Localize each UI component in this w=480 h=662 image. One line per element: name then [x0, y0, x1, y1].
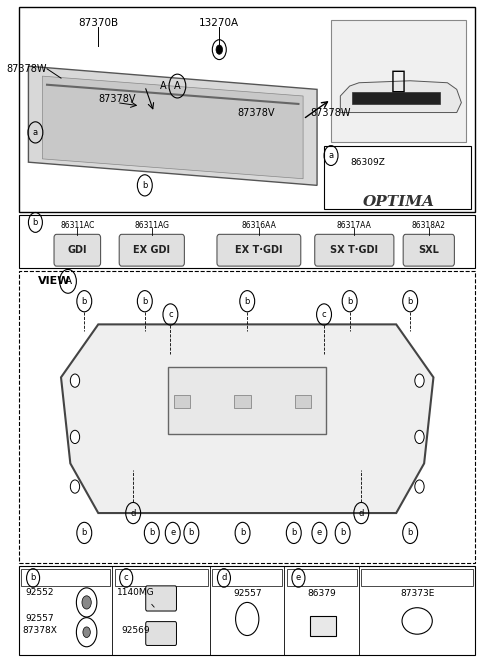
- Text: e: e: [296, 573, 301, 583]
- FancyBboxPatch shape: [168, 367, 326, 434]
- Circle shape: [71, 374, 80, 387]
- Text: 🚗: 🚗: [391, 69, 406, 93]
- Text: c: c: [322, 310, 326, 319]
- Text: 86317AA: 86317AA: [337, 220, 372, 230]
- Text: 87378X: 87378X: [23, 626, 58, 635]
- Circle shape: [83, 627, 90, 638]
- Text: SX T·GDI: SX T·GDI: [330, 245, 378, 256]
- FancyBboxPatch shape: [19, 7, 475, 212]
- FancyBboxPatch shape: [361, 569, 473, 586]
- Text: 92557: 92557: [233, 589, 262, 598]
- Text: A: A: [174, 81, 180, 91]
- Text: 86311AC: 86311AC: [60, 220, 95, 230]
- Polygon shape: [42, 76, 303, 179]
- FancyBboxPatch shape: [295, 395, 312, 408]
- Circle shape: [71, 430, 80, 444]
- Text: b: b: [33, 218, 38, 227]
- Text: 87378W: 87378W: [7, 64, 47, 74]
- FancyBboxPatch shape: [324, 146, 471, 209]
- Text: b: b: [244, 297, 250, 306]
- Polygon shape: [340, 81, 461, 113]
- Text: b: b: [82, 528, 87, 538]
- Text: a: a: [33, 128, 38, 137]
- Text: OPTIMA: OPTIMA: [362, 195, 434, 209]
- Circle shape: [415, 480, 424, 493]
- FancyBboxPatch shape: [19, 271, 475, 563]
- FancyBboxPatch shape: [217, 234, 301, 266]
- Text: b: b: [30, 573, 36, 583]
- Text: b: b: [82, 297, 87, 306]
- Text: A: A: [160, 81, 167, 91]
- FancyBboxPatch shape: [315, 234, 394, 266]
- Text: d: d: [359, 508, 364, 518]
- Text: b: b: [408, 297, 413, 306]
- FancyBboxPatch shape: [19, 215, 475, 268]
- Text: a: a: [328, 151, 334, 160]
- Text: 87378V: 87378V: [98, 94, 136, 105]
- Text: b: b: [408, 528, 413, 538]
- FancyBboxPatch shape: [146, 622, 177, 645]
- Text: EX GDI: EX GDI: [133, 245, 170, 256]
- FancyBboxPatch shape: [310, 616, 336, 636]
- Text: b: b: [240, 528, 245, 538]
- Text: 92569: 92569: [121, 626, 150, 635]
- Circle shape: [82, 596, 91, 609]
- Text: 87378W: 87378W: [310, 107, 350, 118]
- Text: 87373E: 87373E: [400, 589, 434, 598]
- Text: b: b: [149, 528, 155, 538]
- FancyBboxPatch shape: [119, 234, 184, 266]
- Text: e: e: [317, 528, 322, 538]
- Text: b: b: [291, 528, 297, 538]
- FancyBboxPatch shape: [146, 586, 177, 611]
- Circle shape: [216, 45, 223, 54]
- FancyBboxPatch shape: [331, 20, 466, 142]
- Text: b: b: [340, 528, 345, 538]
- Text: 87378V: 87378V: [238, 107, 276, 118]
- Polygon shape: [61, 324, 433, 513]
- FancyBboxPatch shape: [352, 92, 441, 104]
- Text: 86379: 86379: [307, 589, 336, 598]
- Text: 86318A2: 86318A2: [412, 220, 446, 230]
- Text: b: b: [189, 528, 194, 538]
- Text: 92552: 92552: [26, 588, 54, 597]
- Text: 86316AA: 86316AA: [241, 220, 276, 230]
- FancyBboxPatch shape: [287, 569, 357, 586]
- Text: A: A: [64, 276, 72, 287]
- Text: 1140MG: 1140MG: [117, 588, 154, 597]
- Circle shape: [415, 430, 424, 444]
- Text: 13270A: 13270A: [199, 17, 240, 28]
- FancyBboxPatch shape: [22, 569, 110, 586]
- Text: SXL: SXL: [419, 245, 439, 256]
- FancyBboxPatch shape: [174, 395, 191, 408]
- Text: e: e: [170, 528, 175, 538]
- Text: EX T·GDI: EX T·GDI: [235, 245, 283, 256]
- Text: b: b: [347, 297, 352, 306]
- Text: d: d: [221, 573, 227, 583]
- Text: 86309Z: 86309Z: [351, 158, 386, 167]
- Text: VIEW: VIEW: [38, 276, 70, 287]
- FancyBboxPatch shape: [115, 569, 208, 586]
- FancyBboxPatch shape: [403, 234, 455, 266]
- FancyBboxPatch shape: [54, 234, 101, 266]
- Text: 87370B: 87370B: [78, 17, 118, 28]
- Text: c: c: [168, 310, 173, 319]
- Text: b: b: [142, 181, 147, 190]
- Text: c: c: [124, 573, 129, 583]
- Text: GDI: GDI: [68, 245, 87, 256]
- Circle shape: [415, 374, 424, 387]
- Text: b: b: [142, 297, 147, 306]
- Text: d: d: [131, 508, 136, 518]
- FancyBboxPatch shape: [212, 569, 282, 586]
- FancyBboxPatch shape: [234, 395, 251, 408]
- Polygon shape: [28, 66, 317, 185]
- Circle shape: [71, 480, 80, 493]
- Text: 86311AG: 86311AG: [134, 220, 169, 230]
- FancyBboxPatch shape: [19, 566, 475, 655]
- Text: 92557: 92557: [26, 614, 54, 624]
